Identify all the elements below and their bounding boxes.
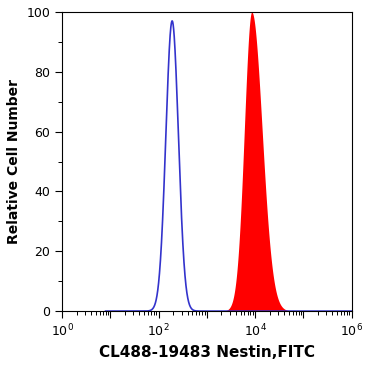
Y-axis label: Relative Cell Number: Relative Cell Number	[7, 79, 21, 244]
X-axis label: CL488-19483 Nestin,FITC: CL488-19483 Nestin,FITC	[99, 345, 315, 360]
